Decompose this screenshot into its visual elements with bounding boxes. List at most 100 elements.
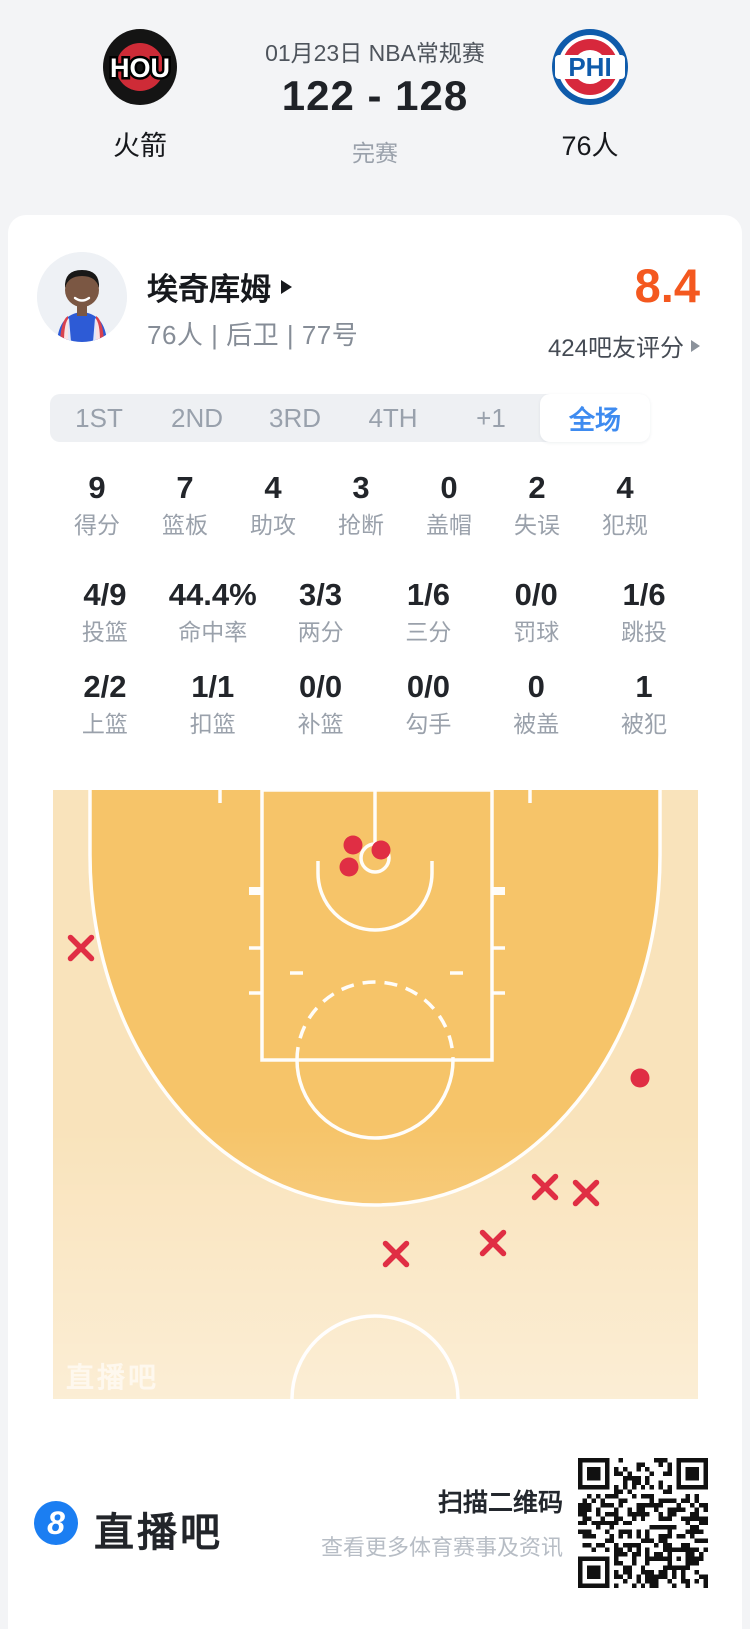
missed-shot-marker — [572, 1179, 600, 1207]
player-avatar[interactable] — [37, 252, 127, 342]
stat-label: 三分 — [405, 619, 452, 645]
player-meta: 76人 | 后卫 | 77号 — [147, 320, 359, 350]
stat-value: 0/0 — [406, 669, 450, 704]
tab-3rd[interactable]: 3RD — [268, 402, 321, 433]
missed-shot-marker — [479, 1229, 507, 1257]
missed-shot-marker — [531, 1173, 559, 1201]
tab-4th[interactable]: 4TH — [368, 402, 418, 433]
stat-cell: 2/2 上篮 — [51, 669, 159, 737]
home-team-name: 火箭 — [113, 131, 167, 161]
match-status: 完赛 — [352, 140, 398, 166]
stat-label: 犯规 — [602, 512, 648, 538]
stat-label: 命中率 — [178, 619, 248, 645]
stat-cell: 9 得分 — [53, 470, 141, 538]
rockets-logo-icon: HOU — [103, 29, 177, 105]
stat-value: 4/9 — [83, 577, 127, 612]
stats-row-main: 9 得分 7 篮板 4 助攻 3 抢断 0 盖帽 2 失误 4 犯规 — [53, 470, 669, 538]
stat-cell: 1/6 跳投 — [590, 577, 698, 645]
stat-label: 抢断 — [338, 512, 384, 538]
home-team-logo: HOU — [101, 28, 179, 106]
stat-cell: 44.4% 命中率 — [159, 577, 267, 645]
tab-1st[interactable]: 1ST — [75, 402, 123, 433]
stat-label: 投篮 — [81, 619, 128, 645]
rating-votes-label: 424吧友评分 — [547, 335, 684, 362]
stat-label: 两分 — [297, 619, 344, 645]
stat-cell: 0 盖帽 — [405, 470, 493, 538]
stat-value: 0 — [527, 669, 545, 704]
stat-label: 罚球 — [513, 619, 560, 645]
stat-value: 1/6 — [622, 577, 666, 612]
stat-value: 0/0 — [299, 669, 343, 704]
sixers-logo-icon: PHI — [552, 29, 628, 105]
stat-cell: 3/3 两分 — [267, 577, 375, 645]
stat-label: 篮板 — [162, 512, 208, 538]
stat-value: 3 — [352, 470, 370, 505]
tab-1[interactable]: +1 — [476, 402, 506, 433]
away-team-logo: PHI — [551, 28, 629, 106]
stat-value: 1/6 — [406, 577, 450, 612]
stat-value: 7 — [176, 470, 194, 505]
stat-cell: 4/9 投篮 — [51, 577, 159, 645]
made-shot-marker — [371, 840, 391, 860]
qr-title: 扫描二维码 — [437, 1489, 563, 1517]
stat-cell: 3 抢断 — [317, 470, 405, 538]
stat-cell: 2 失误 — [493, 470, 581, 538]
stat-cell: 1/6 三分 — [374, 577, 482, 645]
stat-label: 跳投 — [621, 619, 668, 645]
stat-label: 勾手 — [405, 711, 452, 737]
stats-row-shooting: 4/9 投篮 44.4% 命中率 3/3 两分 1/6 三分 0/0 罚球 1/6 跳投 — [51, 577, 698, 645]
stat-label: 得分 — [74, 512, 120, 538]
stat-label: 被犯 — [621, 711, 668, 737]
stat-value: 1/1 — [191, 669, 235, 704]
stat-cell: 0/0 勾手 — [374, 669, 482, 737]
shot-chart — [53, 788, 698, 1400]
stat-label: 助攻 — [250, 512, 296, 538]
stat-cell: 4 犯规 — [581, 470, 669, 538]
stat-value: 3/3 — [299, 577, 343, 612]
player-name: 埃奇库姆 — [147, 272, 271, 307]
player-detail-arrow-icon — [281, 279, 292, 294]
svg-text:HOU: HOU — [110, 53, 170, 83]
missed-shot-marker — [67, 934, 95, 962]
stat-cell: 1 被犯 — [590, 669, 698, 737]
stat-label: 上篮 — [81, 711, 128, 737]
made-shot-marker — [343, 835, 363, 855]
stat-label: 盖帽 — [426, 512, 472, 538]
logo-char: 8 — [47, 1504, 65, 1541]
stat-value: 0/0 — [514, 577, 558, 612]
stat-label: 失误 — [514, 512, 560, 538]
stat-cell: 0 被盖 — [482, 669, 590, 737]
stat-label: 被盖 — [513, 711, 560, 737]
match-date-title: 01月23日 NBA常规赛 — [265, 40, 485, 66]
made-shot-marker — [339, 857, 359, 877]
stat-cell: 0/0 罚球 — [482, 577, 590, 645]
qr-code — [578, 1458, 708, 1588]
court-graphic — [53, 788, 698, 1400]
qr-subtitle: 查看更多体育赛事及资讯 — [320, 1535, 563, 1560]
svg-text:PHI: PHI — [568, 52, 611, 82]
brand-name: 直播吧 — [94, 1511, 223, 1555]
stat-value: 1 — [635, 669, 653, 704]
away-team-name: 76人 — [561, 131, 619, 161]
rating-arrow-icon — [691, 339, 700, 352]
qr-code-graphic — [578, 1458, 708, 1588]
tab-[interactable]: 全场 — [540, 394, 650, 442]
stat-value: 9 — [88, 470, 106, 505]
player-photo — [37, 252, 127, 342]
stat-value: 0 — [440, 470, 458, 505]
stats-row-detail: 2/2 上篮 1/1 扣篮 0/0 补篮 0/0 勾手 0 被盖 1 被犯 — [51, 669, 698, 737]
tab-2nd[interactable]: 2ND — [170, 402, 223, 433]
period-tabbar: 1ST 2ND 3RD 4TH +1 全场 — [50, 394, 650, 442]
stat-label: 补篮 — [297, 711, 344, 737]
made-shot-marker — [630, 1068, 650, 1088]
player-name-row[interactable]: 埃奇库姆 — [147, 264, 292, 309]
qr-text-block: 扫描二维码 查看更多体育赛事及资讯 — [321, 1483, 563, 1562]
stat-value: 2 — [528, 470, 546, 505]
stat-cell: 0/0 补篮 — [267, 669, 375, 737]
stat-cell: 4 助攻 — [229, 470, 317, 538]
stat-cell: 1/1 扣篮 — [159, 669, 267, 737]
court-watermark: 直播吧 — [66, 1362, 160, 1393]
stat-value: 4 — [616, 470, 634, 505]
rating-votes-row[interactable]: 424吧友评分 — [548, 328, 700, 363]
